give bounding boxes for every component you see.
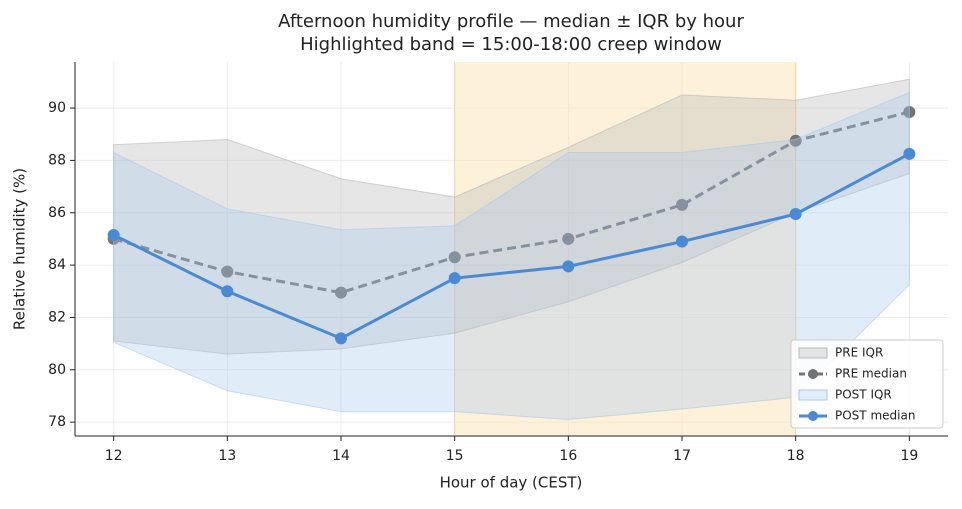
point <box>221 265 234 278</box>
legend-swatch <box>808 369 818 379</box>
x-axis-label: Hour of day (CEST) <box>440 474 583 492</box>
x-tick-label: 12 <box>105 448 123 464</box>
x-tick-label: 18 <box>787 448 805 464</box>
point <box>334 286 347 299</box>
x-tick-label: 19 <box>900 448 918 464</box>
point <box>448 251 461 264</box>
y-tick-label: 86 <box>48 205 66 221</box>
point <box>789 208 802 221</box>
y-tick-label: 80 <box>48 362 66 378</box>
y-tick-label: 90 <box>48 100 66 116</box>
point <box>562 232 575 245</box>
y-axis-label: Relative humidity (%) <box>11 168 29 330</box>
point <box>676 198 689 211</box>
point <box>562 260 575 273</box>
legend-swatch <box>798 389 828 401</box>
median-line <box>113 110 910 295</box>
legend-label: POST IQR <box>835 388 892 402</box>
point <box>448 272 461 285</box>
point <box>676 235 689 248</box>
y-tick-label: 82 <box>48 309 66 325</box>
chart-title: Afternoon humidity profile — median ± IQ… <box>278 11 744 32</box>
x-tick-label: 17 <box>673 448 691 464</box>
legend-label: PRE median <box>835 367 907 381</box>
iqr-band <box>113 91 910 421</box>
x-tick-label: 15 <box>446 448 464 464</box>
median-line <box>112 152 911 341</box>
y-tick-label: 88 <box>48 152 66 168</box>
legend-label: PRE IQR <box>835 346 883 360</box>
x-tick-label: 16 <box>559 448 577 464</box>
point <box>107 228 120 241</box>
chart-subtitle: Highlighted band = 15:00-18:00 creep win… <box>300 34 722 55</box>
y-tick-label: 78 <box>48 414 66 430</box>
legend-box <box>790 339 944 429</box>
point <box>334 332 347 345</box>
legend-swatch <box>808 411 818 421</box>
legend-label: POST median <box>835 409 915 423</box>
point <box>903 147 916 160</box>
point <box>221 285 234 298</box>
y-tick-label: 84 <box>48 257 66 273</box>
x-tick-label: 14 <box>332 448 350 464</box>
legend-swatch <box>798 347 828 359</box>
x-tick-label: 13 <box>218 448 236 464</box>
